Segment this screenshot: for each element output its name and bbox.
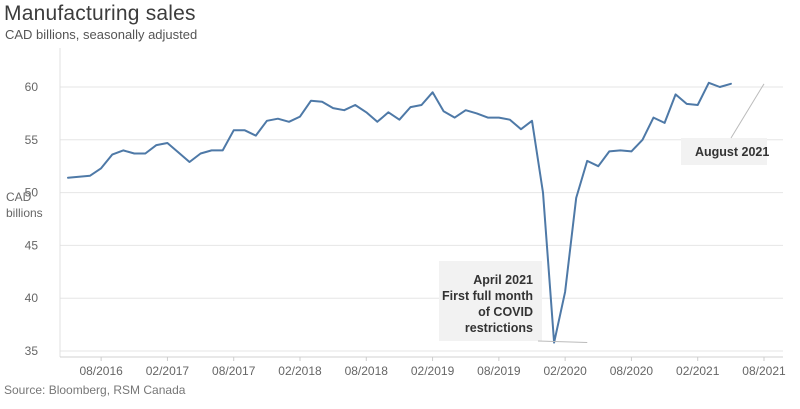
y-tick-label-55: 55 — [25, 133, 39, 147]
chart-subtitle: CAD billions, seasonally adjusted — [5, 27, 198, 42]
annotation-0: April 2021 First full month of COVID restri… — [439, 261, 588, 344]
series-lines — [67, 81, 732, 344]
annotation-leader — [537, 340, 588, 344]
x-tick-label-08/2017: 08/2017 — [212, 364, 256, 378]
x-tick-label-08/2016: 08/2016 — [79, 364, 123, 378]
annotation-1: August 2021 — [681, 83, 769, 165]
x-tick-label-02/2021: 02/2021 — [676, 364, 720, 378]
grid-lines — [60, 86, 783, 352]
axes — [59, 48, 783, 361]
series-line-0 — [67, 81, 732, 344]
annotation-box — [681, 138, 767, 165]
annotation-text: April 2021 — [473, 273, 533, 287]
x-tick-label-02/2019: 02/2019 — [411, 364, 455, 378]
x-tick-label-02/2018: 02/2018 — [278, 364, 322, 378]
y-tick-labels: 35 40 45 50 55 60 — [25, 80, 39, 358]
x-tick-label-08/2018: 08/2018 — [345, 364, 389, 378]
y-tick-label-35: 35 — [25, 344, 39, 358]
y-tick-label-40: 40 — [25, 291, 39, 305]
source-note: Source: Bloomberg, RSM Canada — [4, 383, 186, 397]
y-tick-label-45: 45 — [25, 238, 39, 252]
annotation-text: August 2021 — [695, 145, 769, 159]
x-tick-label-08/2020: 08/2020 — [610, 364, 654, 378]
x-tick-label-02/2020: 02/2020 — [543, 364, 587, 378]
x-tick-labels: 08/2016 02/2017 08/2017 02/2018 08/2018 02/20… — [79, 364, 786, 378]
annotation-text: restrictions — [465, 321, 533, 335]
annotations: April 2021 First full month of COVID restri… — [439, 83, 769, 344]
annotation-text: First full month — [442, 289, 533, 303]
x-tick-label-08/2019: 08/2019 — [477, 364, 521, 378]
y-tick-label-60: 60 — [25, 80, 39, 94]
x-tick-label-02/2017: 02/2017 — [146, 364, 190, 378]
annotation-box — [439, 261, 542, 341]
annotation-leader — [730, 83, 765, 139]
annotation-text: of COVID — [478, 305, 533, 319]
x-tick-label-08/2021: 08/2021 — [742, 364, 786, 378]
chart-title: Manufacturing sales — [4, 2, 196, 25]
y-axis-label: CAD billions — [6, 190, 43, 220]
y-tick-label-50: 50 — [25, 186, 39, 200]
